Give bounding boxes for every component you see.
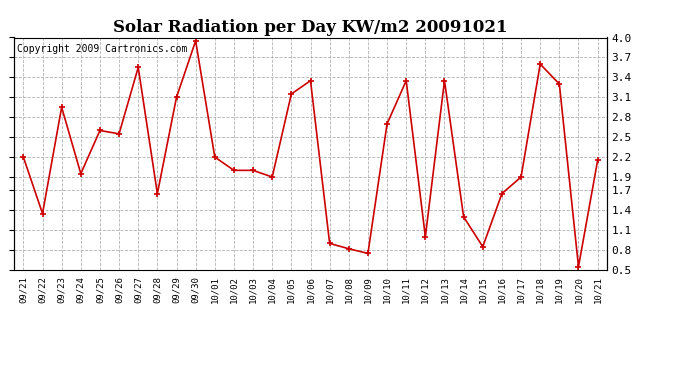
Title: Solar Radiation per Day KW/m2 20091021: Solar Radiation per Day KW/m2 20091021 bbox=[113, 19, 508, 36]
Text: Copyright 2009 Cartronics.com: Copyright 2009 Cartronics.com bbox=[17, 45, 187, 54]
